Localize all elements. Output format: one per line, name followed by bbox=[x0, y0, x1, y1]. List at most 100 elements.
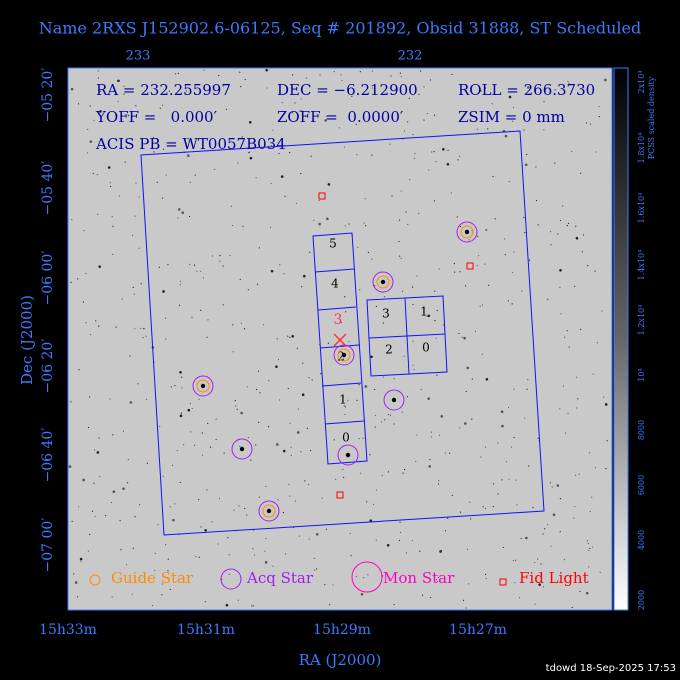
star bbox=[110, 185, 112, 188]
star bbox=[431, 151, 433, 153]
star bbox=[276, 443, 279, 446]
star bbox=[468, 239, 470, 241]
star bbox=[574, 285, 576, 287]
star bbox=[280, 175, 284, 178]
star bbox=[78, 369, 80, 371]
star bbox=[175, 73, 177, 75]
star bbox=[209, 446, 212, 448]
star bbox=[596, 342, 598, 344]
chip-column bbox=[312, 232, 368, 465]
star bbox=[203, 69, 205, 71]
star bbox=[401, 290, 404, 292]
star bbox=[137, 383, 139, 385]
star bbox=[556, 484, 560, 487]
star bbox=[485, 577, 487, 580]
star bbox=[526, 86, 530, 89]
star bbox=[300, 98, 302, 100]
star bbox=[434, 290, 436, 292]
star bbox=[588, 452, 591, 454]
star bbox=[201, 454, 204, 456]
colorbar-tick-label: 1.6x10⁴ bbox=[637, 193, 646, 224]
star bbox=[70, 281, 72, 283]
acq-star bbox=[383, 389, 405, 411]
star bbox=[176, 449, 178, 452]
star bbox=[294, 102, 296, 104]
star bbox=[98, 265, 101, 268]
star bbox=[146, 462, 148, 464]
star bbox=[344, 225, 346, 227]
star bbox=[418, 93, 420, 95]
star bbox=[347, 399, 349, 402]
bottom-tick-label: 15h29m bbox=[313, 622, 371, 638]
star bbox=[310, 155, 312, 157]
star bbox=[195, 556, 197, 558]
star bbox=[122, 430, 125, 432]
star bbox=[430, 436, 433, 438]
star bbox=[342, 468, 344, 470]
star bbox=[430, 431, 432, 433]
info-dec: DEC = −6.212900 bbox=[277, 81, 418, 99]
star bbox=[181, 376, 183, 378]
star bbox=[559, 408, 561, 410]
star bbox=[287, 387, 289, 390]
star bbox=[301, 393, 305, 397]
star bbox=[177, 217, 179, 219]
chip-group bbox=[366, 295, 448, 377]
star bbox=[518, 597, 521, 599]
acq-star bbox=[258, 500, 280, 522]
star bbox=[315, 533, 319, 536]
star bbox=[291, 112, 294, 114]
star bbox=[95, 320, 97, 322]
star bbox=[398, 240, 400, 243]
star bbox=[124, 161, 126, 163]
star bbox=[255, 388, 258, 391]
star bbox=[573, 517, 575, 519]
star bbox=[219, 260, 221, 262]
star bbox=[504, 134, 508, 138]
star bbox=[426, 315, 428, 317]
star bbox=[140, 283, 142, 285]
star bbox=[389, 143, 391, 145]
star bbox=[179, 370, 182, 374]
star bbox=[513, 388, 515, 390]
star bbox=[484, 446, 487, 448]
star bbox=[268, 379, 270, 382]
star bbox=[179, 284, 181, 286]
star bbox=[246, 514, 248, 516]
star bbox=[478, 255, 480, 257]
star bbox=[423, 119, 425, 121]
star bbox=[320, 373, 322, 375]
star bbox=[504, 254, 506, 256]
star bbox=[121, 298, 123, 300]
star bbox=[427, 314, 431, 318]
plot-frame bbox=[67, 67, 613, 611]
star bbox=[537, 558, 539, 560]
star bbox=[73, 573, 75, 575]
star bbox=[550, 545, 552, 547]
star bbox=[252, 605, 254, 607]
star bbox=[344, 406, 347, 408]
star bbox=[589, 123, 592, 125]
legend-guide: Guide Star bbox=[111, 569, 194, 587]
star bbox=[83, 230, 85, 232]
star bbox=[382, 322, 384, 324]
star bbox=[219, 255, 221, 257]
star bbox=[96, 174, 98, 176]
star bbox=[557, 233, 559, 235]
star bbox=[172, 518, 175, 522]
star bbox=[333, 70, 335, 73]
star bbox=[364, 198, 366, 200]
star bbox=[97, 77, 100, 79]
star bbox=[146, 398, 148, 400]
chip-label: 4 bbox=[331, 277, 339, 291]
star bbox=[235, 405, 237, 407]
star bbox=[111, 596, 113, 598]
star bbox=[507, 406, 510, 409]
star bbox=[371, 154, 373, 156]
star bbox=[418, 212, 420, 215]
star bbox=[560, 313, 562, 315]
star bbox=[91, 510, 94, 512]
legend-fid: Fid Light bbox=[519, 569, 589, 587]
star bbox=[309, 449, 312, 452]
star bbox=[270, 145, 273, 147]
